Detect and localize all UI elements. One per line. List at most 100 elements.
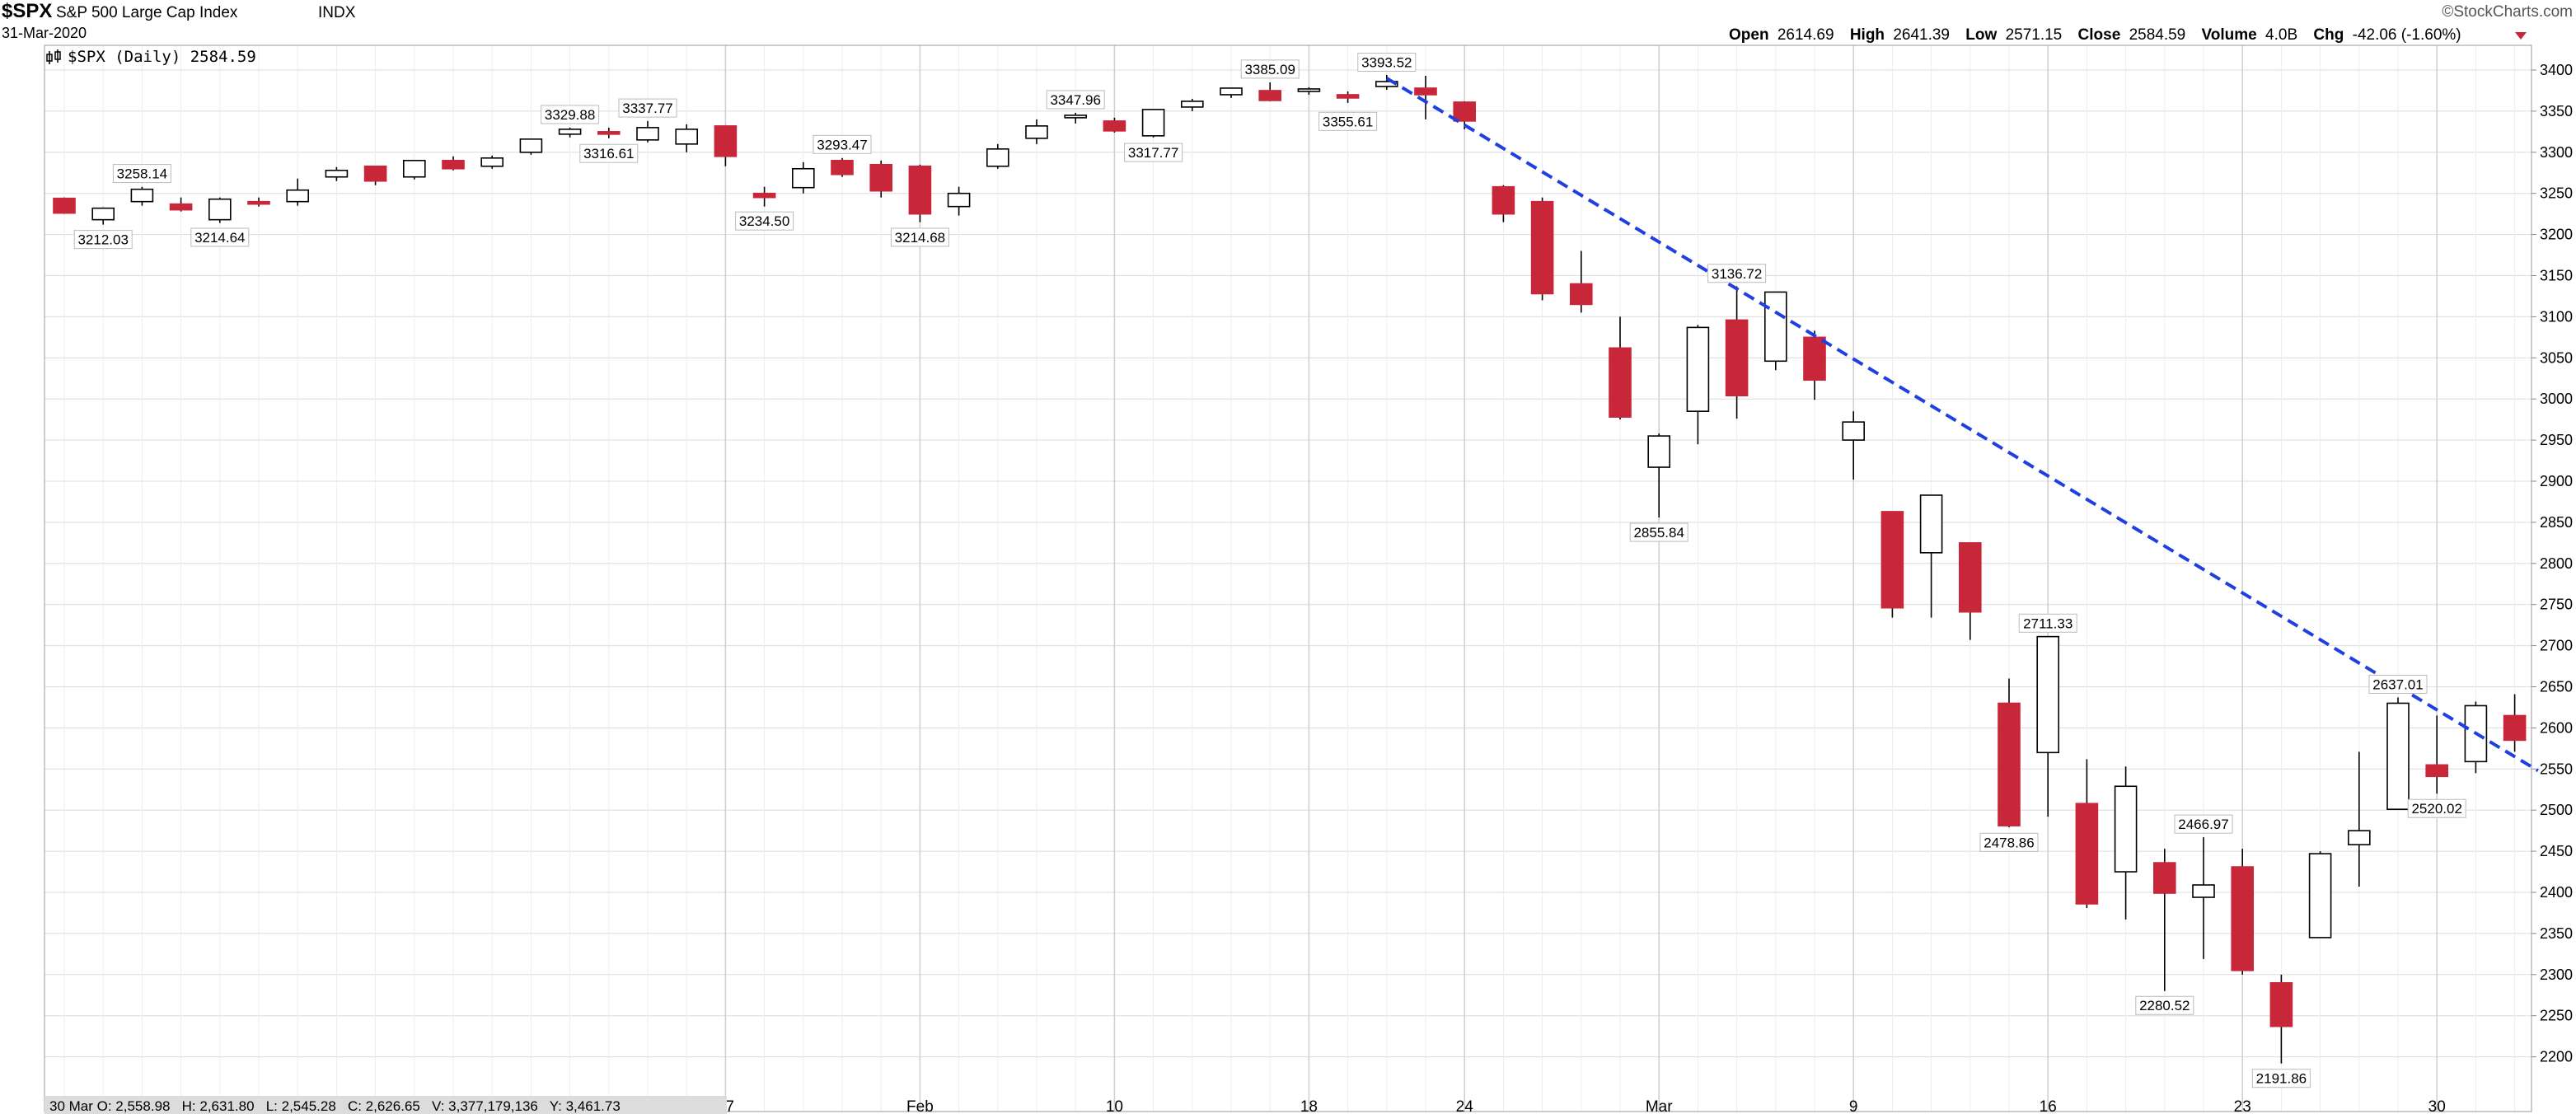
candle-body [2308,853,2332,938]
candle-body [2269,981,2293,1027]
candle [519,138,543,155]
annotation-box [2407,798,2466,818]
candle-body [1959,542,1982,613]
candle [2269,974,2293,1064]
candle-body [1609,347,1632,418]
candle [2153,849,2176,991]
annotation-box [1357,52,1417,72]
candle [363,165,387,185]
y-tick-label: 2400 [2540,884,2573,901]
annotation-box [890,227,949,247]
candle-body [2348,830,2371,845]
y-tick-label: 3300 [2540,144,2573,161]
candle [1414,75,1437,119]
open-label: Open [1729,26,1769,44]
candle [869,160,892,198]
candle [2075,759,2099,908]
candle-body [480,157,504,167]
annotation-label: 2280.52 [2139,998,2190,1013]
y-tick-label: 2850 [2540,514,2573,531]
annotation-label: 3234.50 [739,213,789,229]
annotation-box [1629,522,1688,542]
candle-body [1842,421,1865,441]
annotation-label: 3214.64 [194,230,245,246]
candle [752,186,776,207]
y-tick-label: 2900 [2540,473,2573,489]
high-label: High [1850,26,1885,44]
price-annotation: 2520.02 [2407,798,2466,818]
ticker-symbol: $SPX [2,0,52,22]
candle [1453,101,1476,129]
footer-readout-box [44,1096,727,1114]
annotation-label: 3317.77 [1128,145,1178,161]
candle [2425,715,2448,794]
candle [714,124,738,166]
candle [986,143,1009,169]
annotation-label: 3337.77 [622,101,672,116]
y-tick-label: 2500 [2540,802,2573,818]
candle-body [1181,101,1204,108]
y-tick-label: 3250 [2540,185,2573,202]
annotation-label: 2466.97 [2178,817,2228,832]
candle [1103,117,1126,133]
x-axis: 27Feb101824Mar9162330 [717,1098,2446,1114]
y-axis: 2200 2250 2300 2350 2400 2450 2500 2550 2600 2650… [2532,62,2573,1065]
candle [2386,697,2410,811]
annotation-box [1979,832,2039,852]
x-tick-label: 16 [2040,1098,2057,1114]
candle [1220,87,1243,98]
candle-body [1492,185,1515,215]
candle-body [2503,714,2527,742]
annotation-label: 2637.01 [2372,676,2423,692]
annotation-box [813,134,872,154]
candle [636,120,659,143]
brand-logo: ©StockCharts.com [2442,3,2573,21]
candle-body [908,165,932,215]
candle [1609,316,1632,420]
y-tick-label: 2700 [2540,638,2573,654]
annotation-box [618,98,677,118]
annotation-label: 3385.09 [1244,62,1295,77]
candle [91,207,115,225]
price-annotation: 2637.01 [2368,674,2428,694]
candle-body [1764,291,1787,363]
candle [558,127,582,138]
candle [908,164,932,222]
annotation-box [2018,613,2077,633]
candle [480,155,504,169]
candle-body [2075,803,2099,905]
candle [2308,851,2332,938]
y-tick-label: 2350 [2540,925,2573,942]
candle-body [1803,336,1826,381]
low-value: 2571.15 [2006,26,2063,44]
candle [1297,87,1321,95]
candle [1181,98,1204,111]
annotation-label: 2520.02 [2411,801,2461,817]
y-tick-label: 2450 [2540,843,2573,859]
close-label: Close [2078,26,2121,44]
candle-body [1336,94,1360,99]
annotation-label: 3347.96 [1050,92,1100,108]
y-tick-label: 2750 [2540,597,2573,613]
candle [2503,694,2527,752]
candle [2114,766,2138,920]
candle-body [2192,884,2215,898]
price-annotation: 3317.77 [1124,143,1183,162]
candle-body [1064,115,1087,119]
x-tick-label: 23 [2234,1098,2251,1114]
price-annotation: 2280.52 [2135,995,2194,1015]
annotation-label: 3355.61 [1323,114,1373,129]
y-tick-label: 2550 [2540,761,2573,777]
candle [1141,109,1165,138]
candle [1998,678,2021,828]
annotation-box [1124,143,1183,162]
candle-body [1414,87,1437,96]
y-tick-label: 3200 [2540,227,2573,243]
price-annotation: 3385.09 [1240,59,1300,79]
candle-body [791,167,815,189]
price-annotation: 3136.72 [1707,264,1767,283]
candle-body [1919,494,1943,554]
candle [1258,82,1281,101]
candle-body [130,188,154,203]
candle-body [1141,109,1165,137]
